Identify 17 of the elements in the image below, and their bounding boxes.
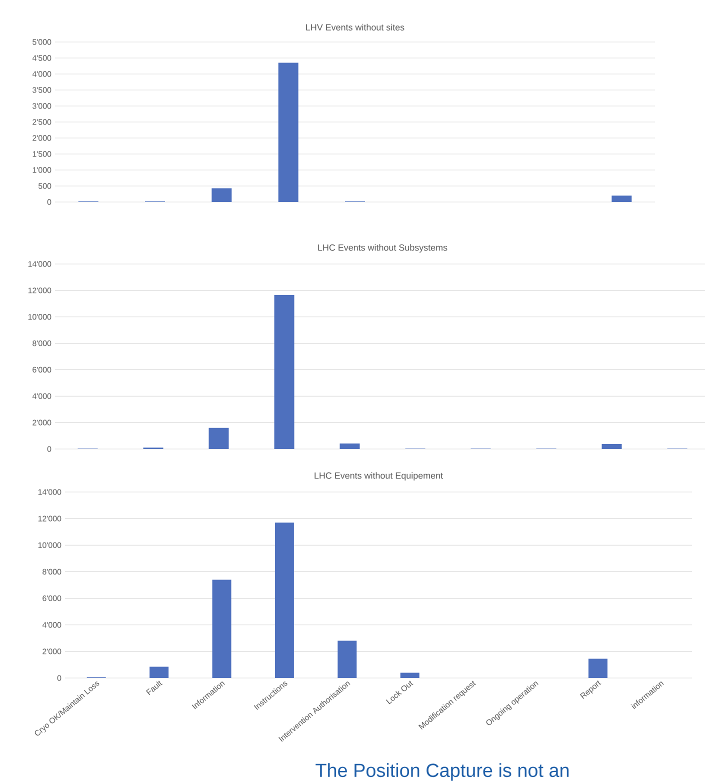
text: The Position Capture is not an: [316, 763, 569, 781]
bar: [338, 640, 357, 678]
bar: [602, 444, 622, 450]
bar: [340, 443, 360, 450]
chart-title: LHC Events without Equipement: [314, 472, 443, 481]
chart-title: LHC Events without Subsystems: [318, 244, 448, 253]
bar: [278, 62, 298, 202]
bar: [400, 672, 420, 678]
bar: [274, 295, 294, 450]
bar: [208, 428, 229, 450]
bar: [212, 580, 232, 678]
bar: [150, 666, 169, 678]
bar: [274, 522, 294, 678]
bar: [212, 188, 232, 202]
bar: [612, 196, 632, 202]
bar: [588, 658, 608, 678]
chart-title: LHV Events without sites: [306, 24, 404, 31]
